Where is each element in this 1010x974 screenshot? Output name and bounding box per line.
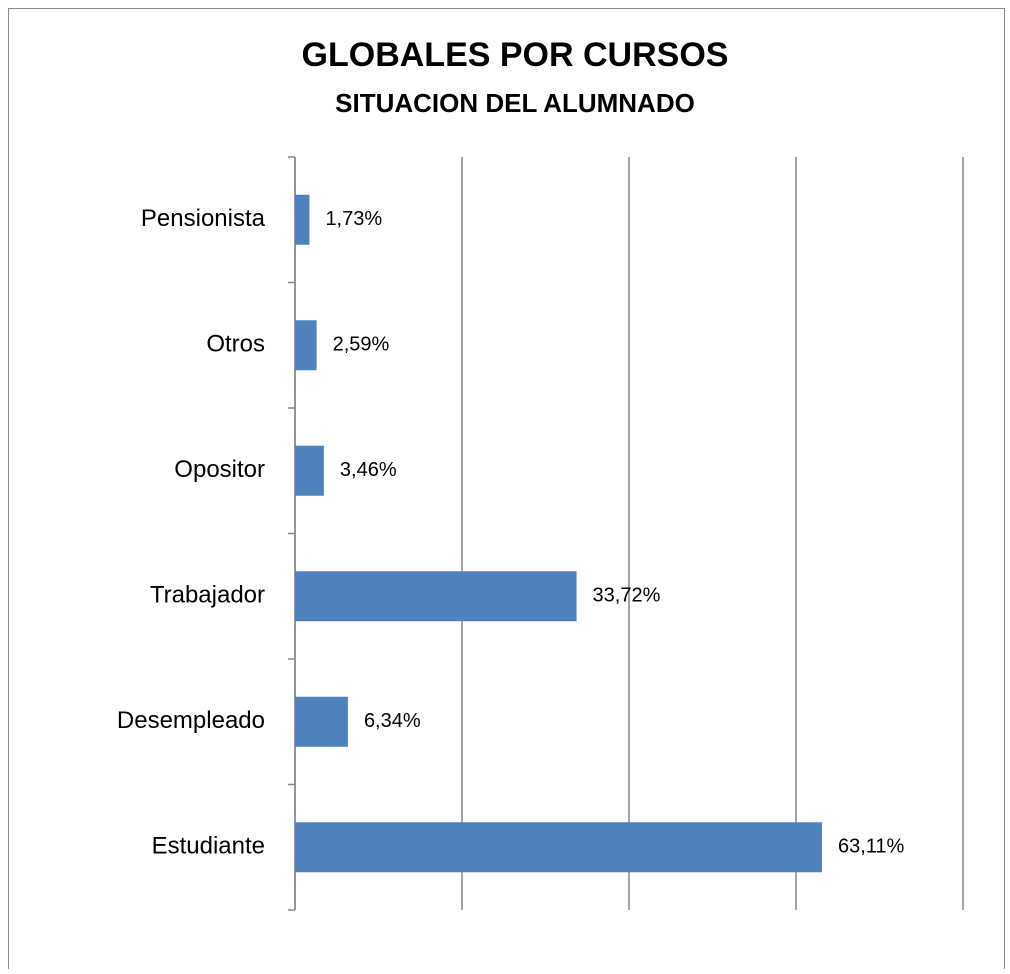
bar (295, 696, 348, 747)
data-label: 63,11% (838, 836, 905, 858)
bar (295, 445, 324, 496)
y-tick-label: Estudiante (152, 833, 265, 860)
y-tick-label: Trabajador (150, 582, 265, 609)
chart-subtitle: SITUACION DEL ALUMNADO (335, 88, 695, 118)
data-label: 6,34% (364, 710, 421, 732)
y-tick-label: Desempleado (117, 707, 265, 734)
y-tick-label: Otros (206, 331, 265, 358)
bar (295, 320, 317, 371)
data-label: 2,59% (333, 334, 390, 356)
data-label: 3,46% (340, 459, 397, 481)
bar (295, 194, 310, 245)
bar (295, 822, 822, 873)
y-tick-label: Pensionista (141, 205, 266, 232)
data-label: 33,72% (593, 585, 661, 607)
chart-title: GLOBALES POR CURSOS (302, 36, 729, 74)
bar (295, 571, 577, 622)
chart-frame (8, 8, 1005, 974)
y-tick-label: Opositor (174, 456, 265, 483)
data-label: 1,73% (325, 208, 382, 230)
